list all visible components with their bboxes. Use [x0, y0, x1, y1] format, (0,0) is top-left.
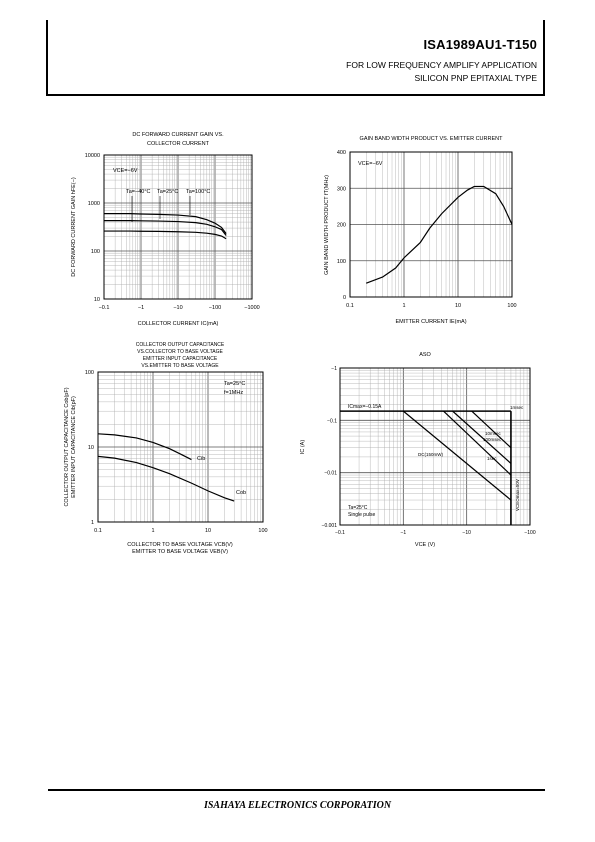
cap-title: VS.COLLECTOR TO BASE VOLTAGE [137, 349, 223, 355]
aso-label-1sec: 1sec [487, 456, 497, 461]
hfe-title: DC FORWARD CURRENT GAIN VS. [132, 132, 224, 138]
ft-y-tick: 400 [337, 150, 346, 156]
cap-title: VS.EMITTER TO BASE VOLTAGE [141, 363, 219, 369]
hfe-plot-frame [103, 154, 253, 300]
hfe-title: COLLECTOR CURRENT [147, 141, 210, 147]
cap-x-axis-label: COLLECTOR TO BASE VOLTAGE VCB(V) [127, 542, 233, 548]
hfe-annotation-ta100: Ta=100°C [186, 189, 210, 195]
cap-annotation-ta: Ta=25°C [224, 381, 245, 387]
hfe-x-tick: −1 [138, 305, 144, 311]
aso-curve-100msec [452, 410, 512, 464]
aso-y-tick: −0.1 [327, 418, 337, 424]
aso-label-10msec: 10msec [485, 431, 502, 436]
aso-label-100msec: 100msec [483, 437, 502, 442]
ft-x-tick: 10 [455, 303, 461, 309]
aso-annotation-vceomax: VCEOmax=50V [515, 479, 520, 511]
aso-x-tick: −0.1 [335, 530, 345, 536]
aso-x-tick: −1 [400, 530, 406, 536]
aso-curve-dc150mw [402, 410, 512, 501]
hfe-y-tick: 100 [91, 249, 100, 255]
aso-x-tick: −100 [524, 530, 535, 536]
aso-annotation-icmax: ICmax=−0.15A [348, 404, 382, 410]
cap-y-tick: 1 [91, 520, 94, 526]
ft-annotation-vce: VCE=−6V [358, 161, 383, 167]
cap-x-tick: 10 [205, 528, 211, 534]
aso-x-axis-label: VCE (V) [415, 542, 435, 548]
hfe-y-axis-label: DC FORWARD CURRENT GAIN hFE(−) [71, 177, 77, 277]
cap-annotation-f: f=1MHz [224, 390, 243, 396]
hfe-grid [103, 155, 252, 300]
hfe-y-tick: 10000 [85, 153, 100, 159]
cap-x-tick: 0.1 [94, 528, 102, 534]
aso-y-tick: −0.01 [324, 471, 337, 477]
hfe-x-tick: −100 [209, 305, 221, 311]
hfe-curve-0 [104, 213, 227, 234]
ft-y-axis-label: GAIN BAND WIDTH PRODUCT fT(MHz) [324, 175, 330, 275]
hfe-x-axis-label: COLLECTOR CURRENT IC(mA) [138, 321, 219, 327]
cap-curve-cob [97, 455, 235, 502]
application-line: FOR LOW FREQUENCY AMPLIFY APPLICATION [346, 60, 537, 70]
hfe-curve-1 [104, 219, 227, 236]
cap-x-tick: 100 [258, 528, 267, 534]
hfe-annotation-ta25: Ta=25°C [157, 189, 178, 195]
cap-x-tick: 1 [151, 528, 154, 534]
aso-label-dc: DC(150mW) [418, 452, 444, 457]
hfe-x-tick: −0.1 [99, 305, 110, 311]
cap-y-axis-label: EMITTER INPUT CAPACITANCE Cib(pF) [71, 396, 77, 498]
aso-x-tick: −10 [462, 530, 471, 536]
ft-title: GAIN BAND WIDTH PRODUCT VS. EMITTER CURR… [360, 136, 504, 142]
hfe-y-tick: 10 [94, 297, 100, 303]
cap-y-tick: 100 [85, 370, 94, 376]
ft-y-tick: 200 [337, 223, 346, 229]
hfe-x-tick: −10 [173, 305, 182, 311]
ft-x-tick: 0.1 [346, 303, 354, 309]
cap-x-axis-label: EMITTER TO BASE VOLTAGE VEB(V) [132, 549, 228, 555]
aso-curve-10msec [471, 410, 512, 449]
ft-y-tick: 0 [343, 295, 346, 301]
ft-x-tick: 1 [402, 303, 405, 309]
ft-y-tick: 100 [337, 259, 346, 265]
cap-plot-frame [97, 371, 264, 523]
aso-label-1msec: 1msec [510, 405, 524, 410]
hfe-x-tick: −1000 [244, 305, 259, 311]
device-type-line: SILICON PNP EPITAXIAL TYPE [414, 73, 537, 83]
cap-y-tick: 10 [88, 445, 94, 451]
ft-grid [349, 151, 512, 298]
aso-title: ASO [419, 352, 431, 358]
aso-grid [339, 368, 530, 526]
aso-annotation-ta: Ta=25°C [348, 505, 368, 511]
ft-y-tick: 300 [337, 186, 346, 192]
cap-curve-cib [97, 433, 192, 461]
cap-y-axis-label: COLLECTOR OUTPUT CAPACITANCE Cob(pF) [64, 387, 70, 506]
aso-annotation-single-pulse: Single pulse [348, 512, 375, 518]
part-number: ISA1989AU1-T150 [423, 37, 537, 52]
cap-title: EMITTER INPUT CAPACITANCE [143, 356, 218, 362]
ft-x-tick: 100 [507, 303, 516, 309]
ft-curve-0 [366, 185, 513, 284]
aso-y-tick: −0.001 [322, 523, 338, 529]
aso-y-axis-label: IC (A) [300, 440, 306, 455]
aso-y-tick: −1 [331, 366, 337, 372]
hfe-annotation-ta-40: Ta=−40°C [126, 189, 151, 195]
hfe-annotation-vce: VCE=−6V [113, 168, 138, 174]
ft-x-axis-label: EMITTER CURRENT IE(mA) [395, 319, 466, 325]
cap-label-cib: Cib [197, 456, 205, 462]
company-footer: ISAHAYA ELECTRONICS CORPORATION [203, 800, 392, 811]
cap-label-cob: Cob [236, 490, 246, 496]
hfe-y-tick: 1000 [88, 201, 100, 207]
cap-title: COLLECTOR OUTPUT CAPACITANCE [136, 342, 225, 348]
aso-plot-frame [339, 367, 531, 526]
aso-curve-1sec [443, 410, 512, 476]
hfe-curve-2 [104, 230, 227, 240]
